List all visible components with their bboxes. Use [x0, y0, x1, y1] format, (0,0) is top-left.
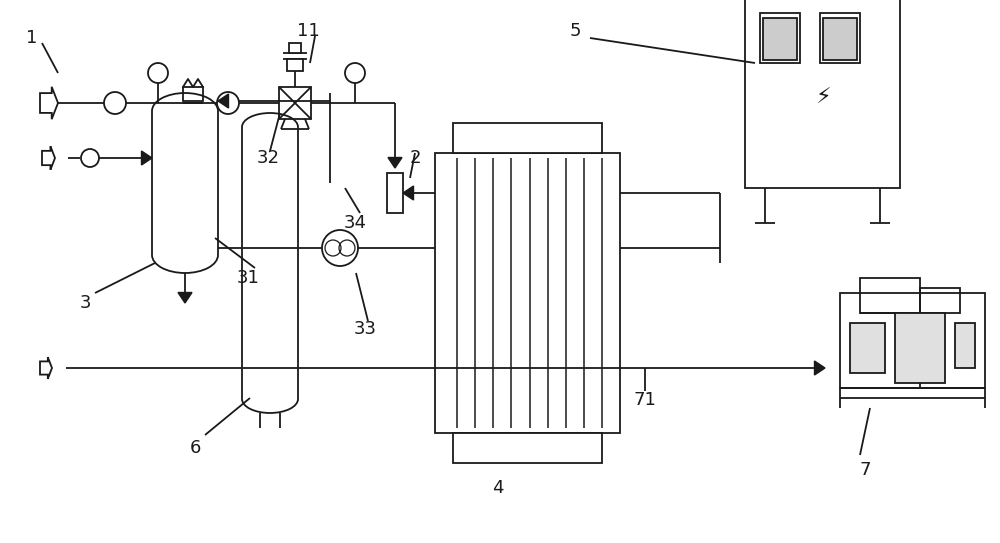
Polygon shape [388, 157, 402, 168]
Bar [387, 173, 403, 213]
Circle shape [345, 63, 365, 83]
Text: 2: 2 [409, 149, 421, 167]
Bar [287, 59, 303, 71]
Text: 71: 71 [634, 391, 656, 409]
Circle shape [81, 149, 99, 167]
Text: 1: 1 [26, 29, 38, 47]
Bar [860, 278, 920, 313]
Text: 32: 32 [257, 149, 280, 167]
Bar [183, 87, 203, 101]
Circle shape [148, 63, 168, 83]
Bar [920, 288, 960, 313]
Text: 6: 6 [189, 439, 201, 457]
Bar [289, 43, 301, 53]
Bar [745, 0, 900, 188]
Text: 33: 33 [354, 320, 377, 338]
Polygon shape [178, 293, 192, 303]
Bar [823, 18, 857, 60]
Text: 34: 34 [344, 214, 367, 232]
Polygon shape [814, 361, 825, 375]
Bar [895, 313, 945, 383]
Text: 5: 5 [569, 22, 581, 40]
Text: 7: 7 [859, 461, 871, 479]
Circle shape [322, 230, 358, 266]
Text: ⚡: ⚡ [815, 88, 830, 108]
Bar [840, 293, 985, 388]
Bar [820, 13, 860, 63]
Bar [279, 87, 311, 119]
Circle shape [104, 92, 126, 114]
Polygon shape [218, 94, 229, 108]
Bar [453, 433, 602, 463]
Text: 31: 31 [237, 269, 259, 287]
Bar [763, 18, 797, 60]
Bar [955, 323, 975, 368]
Text: 3: 3 [79, 294, 91, 312]
Bar [850, 323, 885, 373]
Bar [760, 13, 800, 63]
Circle shape [217, 92, 239, 114]
Text: 4: 4 [492, 479, 504, 497]
Bar [453, 123, 602, 153]
Polygon shape [142, 151, 152, 165]
Polygon shape [403, 186, 414, 200]
Text: 11: 11 [297, 22, 319, 40]
Bar [435, 153, 620, 433]
